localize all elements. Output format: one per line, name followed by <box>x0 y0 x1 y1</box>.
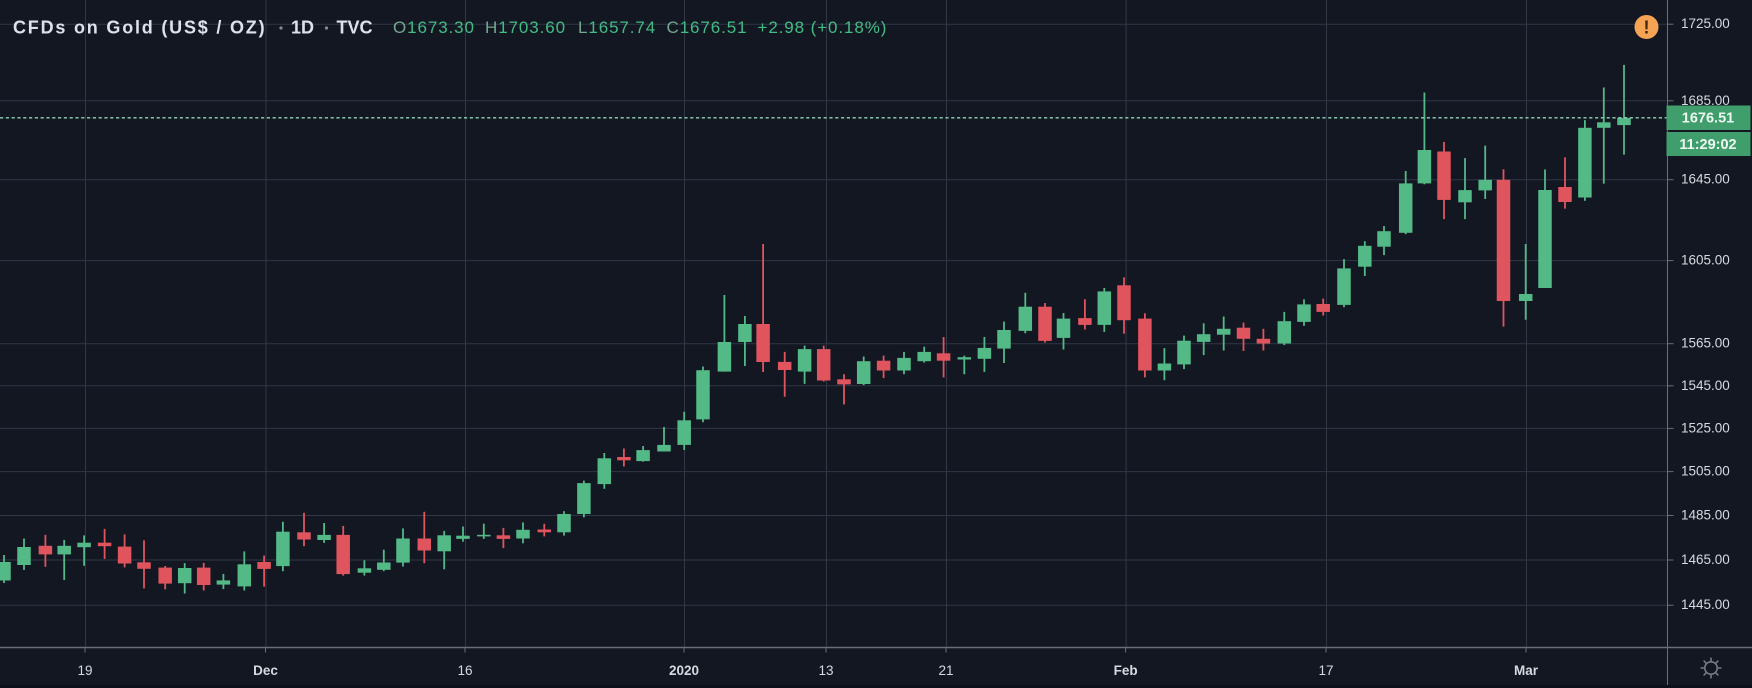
svg-text:21: 21 <box>938 663 953 678</box>
svg-text:2020: 2020 <box>669 663 699 678</box>
svg-text:1685.00: 1685.00 <box>1681 93 1730 108</box>
svg-text:16: 16 <box>457 663 472 678</box>
svg-text:1525.00: 1525.00 <box>1681 420 1730 435</box>
svg-text:1676.51: 1676.51 <box>1682 111 1734 127</box>
svg-text:1545.00: 1545.00 <box>1681 378 1730 393</box>
svg-text:1725.00: 1725.00 <box>1681 16 1730 31</box>
svg-text:H1703.60: H1703.60 <box>485 18 566 37</box>
svg-text:17: 17 <box>1318 663 1333 678</box>
svg-text:O1673.30: O1673.30 <box>393 18 475 37</box>
svg-text:C1676.51: C1676.51 <box>667 18 748 37</box>
svg-text:Feb: Feb <box>1114 663 1138 678</box>
svg-text:Mar: Mar <box>1514 663 1539 678</box>
svg-text:TVC: TVC <box>337 18 373 38</box>
svg-text:+2.98 (+0.18%): +2.98 (+0.18%) <box>758 18 888 37</box>
svg-text:!: ! <box>1644 18 1650 38</box>
svg-text:1645.00: 1645.00 <box>1681 172 1730 187</box>
svg-text:1605.00: 1605.00 <box>1681 253 1730 268</box>
svg-text:1505.00: 1505.00 <box>1681 464 1730 479</box>
svg-text:1565.00: 1565.00 <box>1681 336 1730 351</box>
svg-text:11:29:02: 11:29:02 <box>1679 137 1736 153</box>
svg-text:1445.00: 1445.00 <box>1681 597 1730 612</box>
svg-text:1465.00: 1465.00 <box>1681 552 1730 567</box>
svg-text:CFDs on Gold (US$ / OZ): CFDs on Gold (US$ / OZ) <box>13 18 266 38</box>
svg-text:1485.00: 1485.00 <box>1681 508 1730 523</box>
svg-text:1D: 1D <box>291 18 314 38</box>
svg-text:Dec: Dec <box>253 663 278 678</box>
svg-text:13: 13 <box>818 663 833 678</box>
svg-text:19: 19 <box>77 663 92 678</box>
svg-text:L1657.74: L1657.74 <box>578 18 656 37</box>
